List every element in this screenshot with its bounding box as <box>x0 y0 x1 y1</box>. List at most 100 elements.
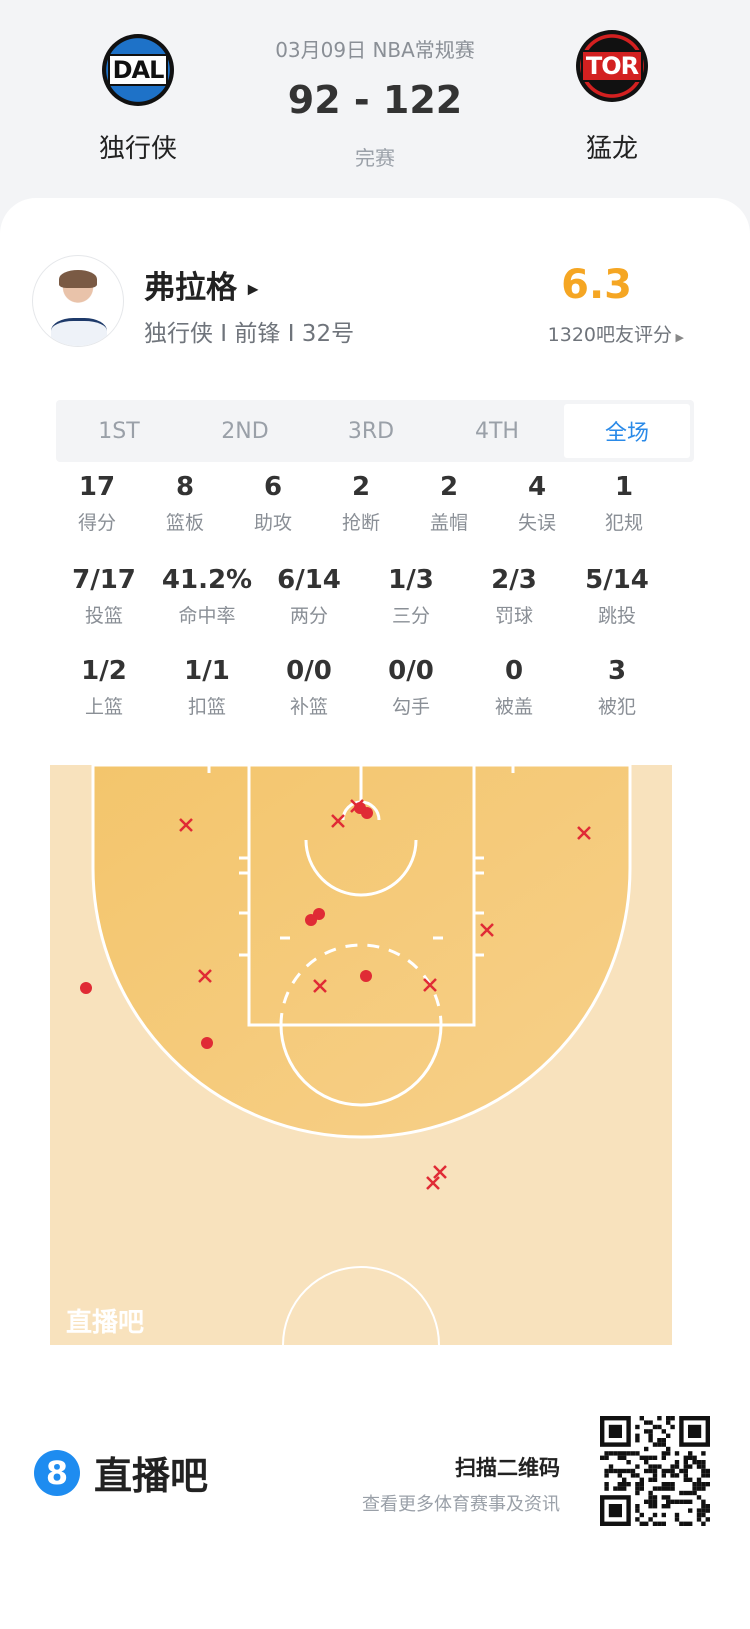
player-name-link[interactable]: 弗拉格 ▶ <box>144 262 259 307</box>
stat-value: 2 <box>351 472 371 502</box>
shot-made <box>360 970 372 982</box>
stat-三分: 1/3 三分 <box>361 565 461 628</box>
match-status: 完赛 <box>355 146 395 170</box>
stat-value: 17 <box>78 472 116 502</box>
stat-label: 犯规 <box>604 512 643 534</box>
qr-code[interactable] <box>600 1416 710 1526</box>
brand-name: 直播吧 <box>94 1454 209 1498</box>
stat-value: 41.2% <box>161 565 253 595</box>
shot-missed <box>198 969 212 983</box>
tab-4th[interactable]: 4TH <box>475 418 519 444</box>
footer-brand: 8 直播吧 <box>34 1445 208 1500</box>
stat-value: 6/14 <box>277 565 341 595</box>
stat-犯规: 1 犯规 <box>574 472 674 535</box>
shot-missed <box>480 923 494 937</box>
stat-label: 得分 <box>77 512 116 534</box>
stat-被盖: 0 被盖 <box>464 656 564 719</box>
match-date-league: 03月09日 NBA常规赛 <box>275 38 475 62</box>
stat-value: 0/0 <box>286 656 332 686</box>
shot-missed <box>423 978 437 992</box>
three-point-line <box>91 765 632 1139</box>
tab-full-game[interactable]: 全场 <box>564 404 690 458</box>
stat-失误: 4 失误 <box>487 472 587 535</box>
stat-label: 勾手 <box>391 696 430 718</box>
player-name: 弗拉格 <box>144 270 237 306</box>
match-score: 92 - 122 <box>287 78 463 122</box>
player-rating: 6.3 <box>561 262 632 308</box>
shot-made <box>305 914 317 926</box>
shot-missed <box>350 799 364 813</box>
stat-抢断: 2 抢断 <box>311 472 411 535</box>
scan-title: 扫描二维码 <box>455 1456 560 1480</box>
rating-count: 1320吧友评分 <box>547 324 673 346</box>
stat-补篮: 0/0 补篮 <box>259 656 359 719</box>
player-info: 独行侠 I 前锋 I 32号 <box>144 321 355 347</box>
shot-missed <box>179 818 193 832</box>
shot-made <box>80 982 92 994</box>
stat-label: 上篮 <box>84 696 123 718</box>
scan-subtitle: 查看更多体育赛事及资讯 <box>362 1494 560 1515</box>
home-team-name: 独行侠 <box>98 134 177 164</box>
stat-label: 三分 <box>391 605 430 627</box>
home-team[interactable]: DAL 独行侠 <box>68 34 208 165</box>
shot-missed <box>433 1165 447 1179</box>
away-team[interactable]: TOR 猛龙 <box>542 30 682 165</box>
stat-label: 失误 <box>517 512 556 534</box>
player-avatar[interactable] <box>32 255 124 347</box>
caret-right-icon: ▶ <box>247 281 259 298</box>
rating-count-link[interactable]: 1320吧友评分 ▶ <box>548 320 684 347</box>
lane-hash-marks <box>207 765 515 957</box>
period-tabs: 1ST 2ND 3RD 4TH 全场 <box>56 400 694 462</box>
stat-value: 8 <box>175 472 195 502</box>
tor-logo: TOR <box>576 30 648 102</box>
stat-命中率: 41.2% 命中率 <box>157 565 257 628</box>
stat-投篮: 7/17 投篮 <box>54 565 154 628</box>
stat-助攻: 6 助攻 <box>223 472 323 535</box>
away-team-name: 猛龙 <box>585 134 638 164</box>
stat-value: 4 <box>527 472 547 502</box>
stat-被犯: 3 被犯 <box>567 656 667 719</box>
stat-label: 篮板 <box>165 512 204 534</box>
shot-chart: 直播吧 <box>50 765 672 1345</box>
stat-label: 被犯 <box>597 696 636 718</box>
stat-label: 命中率 <box>178 605 236 627</box>
stat-label: 两分 <box>289 605 328 627</box>
stat-value: 0 <box>504 656 524 686</box>
stat-勾手: 0/0 勾手 <box>361 656 461 719</box>
stat-value: 0/0 <box>388 656 434 686</box>
stat-value: 7/17 <box>72 565 136 595</box>
stat-label: 跳投 <box>597 605 636 627</box>
shot-missed <box>313 979 327 993</box>
tab-3rd[interactable]: 3RD <box>347 418 395 444</box>
shot-missed <box>426 1176 440 1190</box>
stat-得分: 17 得分 <box>47 472 147 535</box>
stat-value: 1/3 <box>388 565 434 595</box>
stat-value: 2/3 <box>491 565 537 595</box>
stat-value: 2 <box>439 472 459 502</box>
stat-label: 补篮 <box>289 696 328 718</box>
shot-missed <box>331 814 345 828</box>
restricted-area <box>304 839 418 897</box>
stat-两分: 6/14 两分 <box>259 565 359 628</box>
free-throw-circle-lower <box>279 1024 443 1107</box>
tab-2nd[interactable]: 2ND <box>221 418 269 444</box>
stat-value: 3 <box>607 656 627 686</box>
dal-logo: DAL <box>102 34 174 106</box>
stat-value: 1 <box>614 472 634 502</box>
avatar-jersey <box>51 318 107 346</box>
stat-上篮: 1/2 上篮 <box>54 656 154 719</box>
stat-扣篮: 1/1 扣篮 <box>157 656 257 719</box>
tab-1st[interactable]: 1ST <box>98 418 140 444</box>
stat-label: 投篮 <box>84 605 123 627</box>
stat-value: 1/1 <box>184 656 230 686</box>
brand-logo-icon: 8 <box>34 1449 80 1496</box>
center-circle <box>282 1266 440 1345</box>
lane <box>247 765 476 1027</box>
stat-label: 抢断 <box>341 512 380 534</box>
caret-right-icon: ▶ <box>672 331 684 344</box>
stat-label: 盖帽 <box>429 512 468 534</box>
stat-value: 5/14 <box>585 565 649 595</box>
stat-value: 1/2 <box>81 656 127 686</box>
stat-label: 罚球 <box>494 605 533 627</box>
stat-label: 助攻 <box>253 512 292 534</box>
